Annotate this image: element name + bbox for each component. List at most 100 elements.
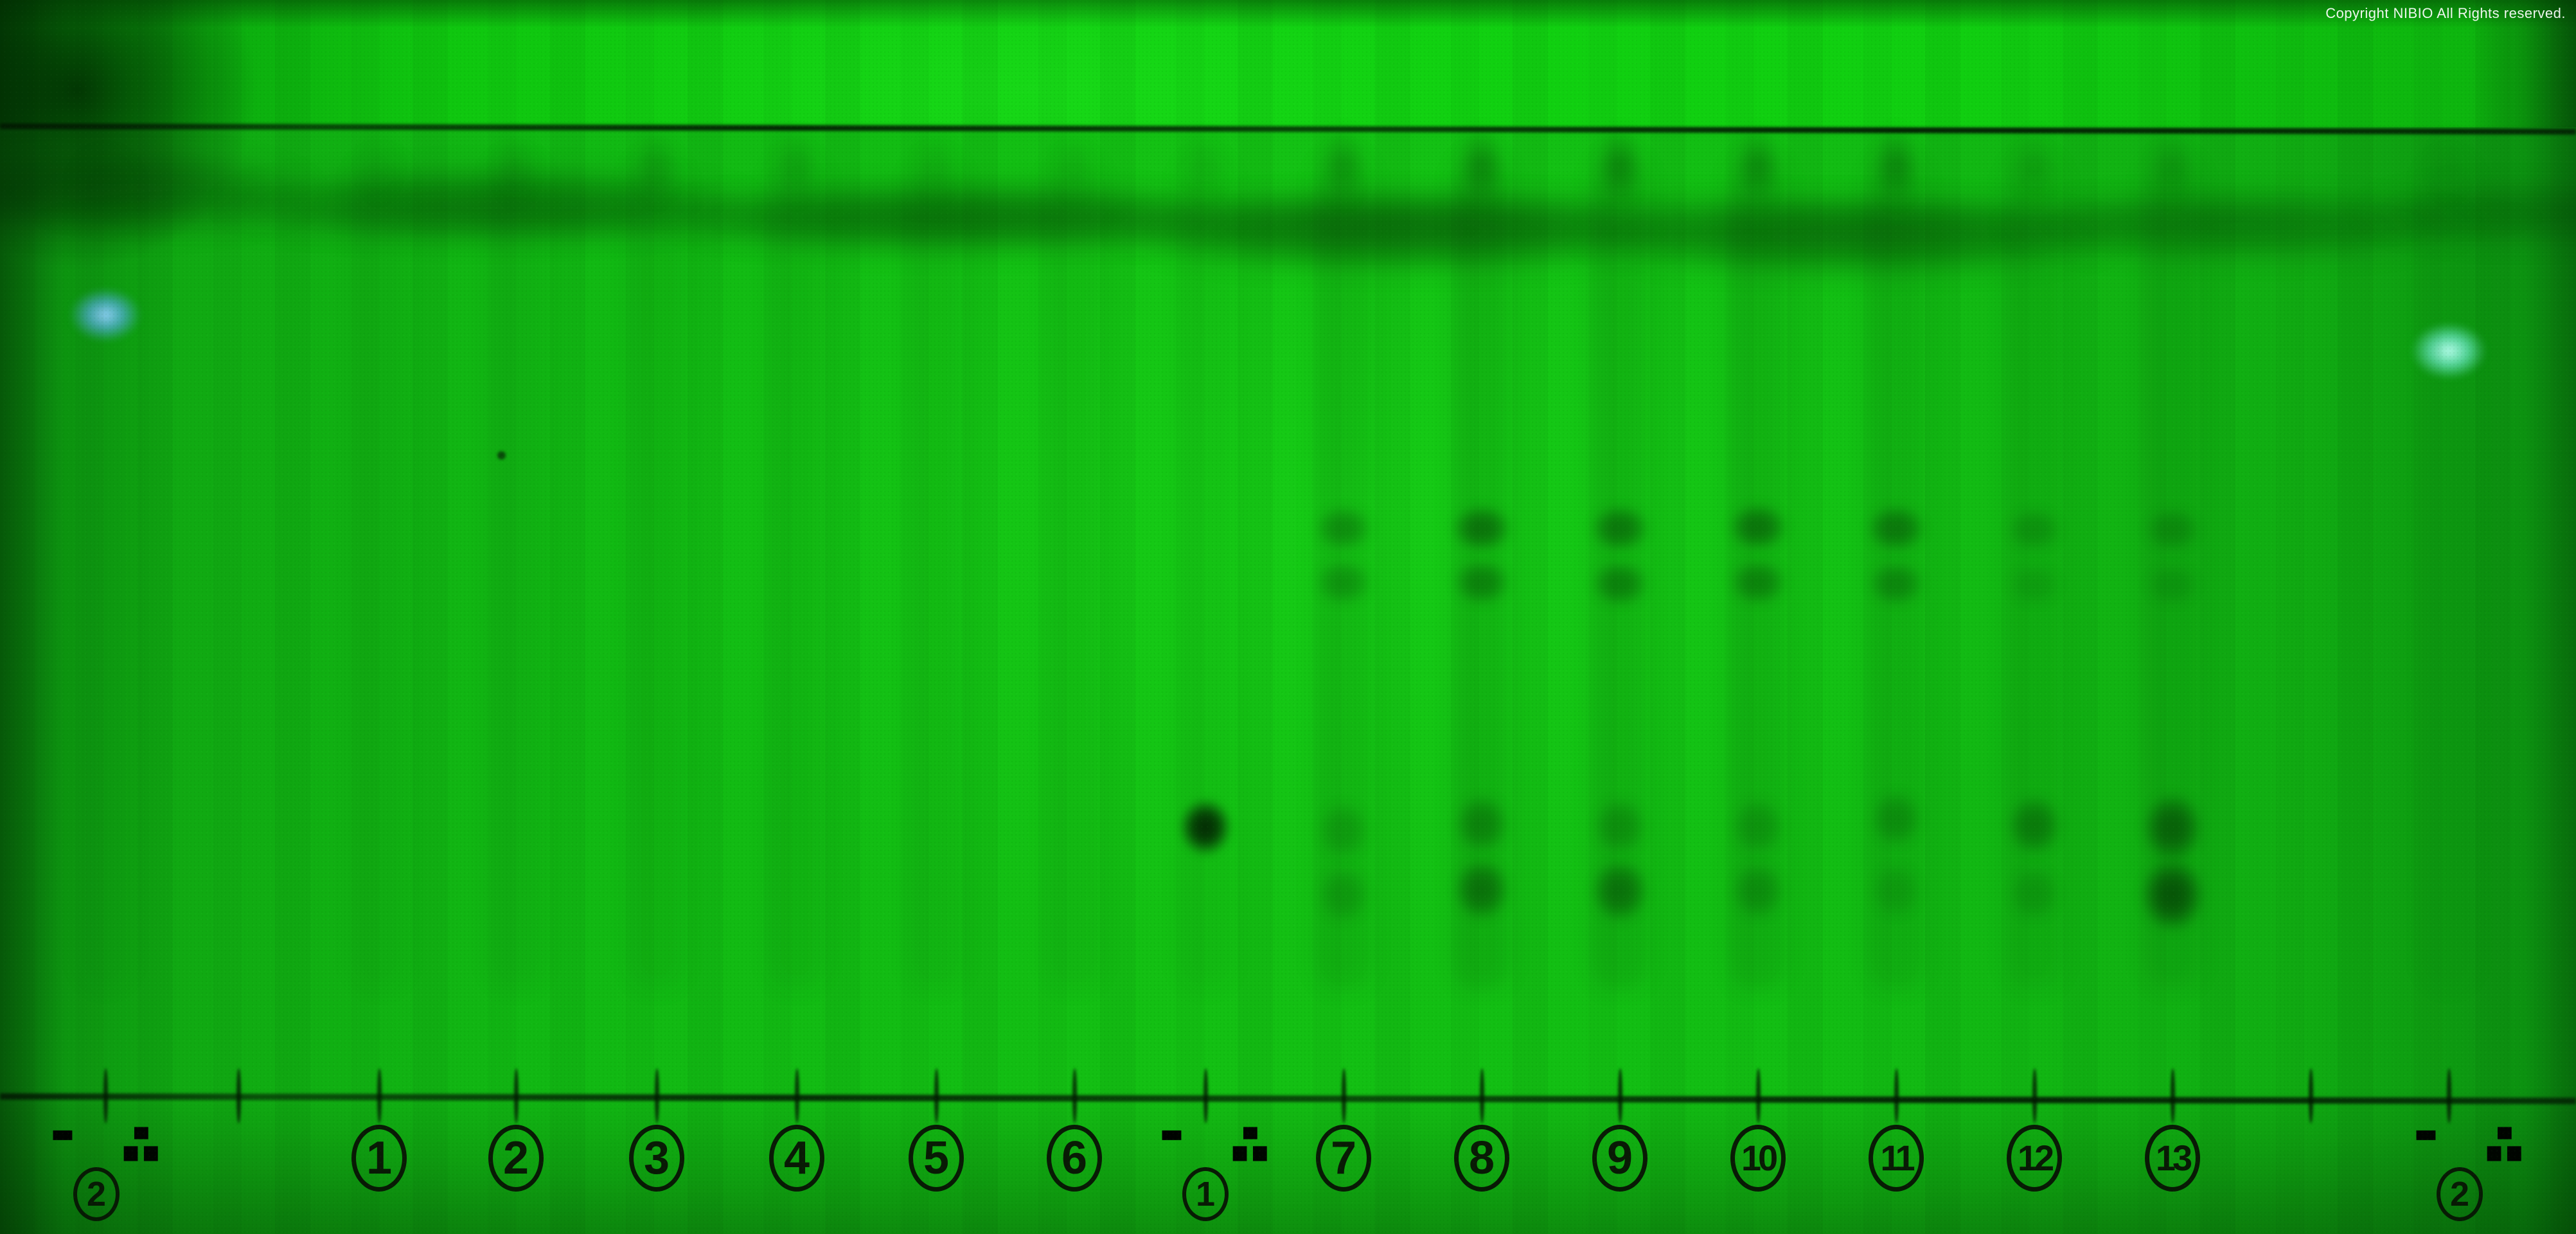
circled-number: 6 <box>1047 1125 1102 1192</box>
circled-number: 10 <box>1730 1125 1786 1192</box>
spot-dark <box>1316 800 1371 861</box>
lane-head-blob <box>1597 124 1643 208</box>
circled-number: 9 <box>1592 1125 1648 1192</box>
lane-number-label: 10 <box>1678 1125 1838 1192</box>
lane-head-blob <box>2011 124 2057 208</box>
lane-head-blob <box>1873 124 1919 208</box>
circled-number: 12 <box>2007 1125 2062 1192</box>
lane-streak <box>1315 154 1372 990</box>
baseline-tick <box>1480 1068 1484 1123</box>
solvent-band-segment <box>0 147 321 239</box>
standard-label: 2 <box>16 1123 177 1221</box>
spot-dark <box>1453 857 1511 922</box>
spot-dark <box>1866 504 1926 553</box>
spot-fluorescent-cyan <box>2411 323 2487 379</box>
spot-origin <box>1178 798 1232 857</box>
solvent-band-segment <box>1568 195 2133 278</box>
spot-dark <box>1452 559 1511 606</box>
spot-dark <box>1867 560 1925 607</box>
baseline-tick <box>795 1068 799 1123</box>
spot-dark <box>2006 562 2063 607</box>
spot-fluorescent-blue <box>69 288 141 342</box>
lane-number-label: 3 <box>576 1125 737 1192</box>
baseline-tick <box>2032 1068 2037 1123</box>
copyright-text: Copyright NIBIO All Rights reserved. <box>2325 5 2566 21</box>
spot-dark <box>1316 864 1371 926</box>
spot-dark <box>1869 789 1923 848</box>
circled-number: 1 <box>1182 1167 1229 1221</box>
baseline-tick <box>1072 1068 1077 1123</box>
baseline-tick <box>934 1068 939 1123</box>
circled-number: 2 <box>73 1167 120 1221</box>
lane-head-blob <box>1459 124 1505 208</box>
spot-dark <box>2144 506 2201 553</box>
spot-dark <box>1730 796 1786 857</box>
spot-dark <box>1728 503 1788 551</box>
lane-number-label: 6 <box>994 1125 1155 1192</box>
spot-dark <box>2140 857 2205 933</box>
circled-number: 2 <box>2437 1167 2483 1221</box>
spot-dark <box>1314 559 1373 606</box>
baseline-tick <box>1204 1068 1208 1123</box>
lane-head-blob <box>1320 124 1367 208</box>
lane-head-blob <box>774 124 820 208</box>
plate-top-strip <box>0 0 2576 127</box>
spot-dark <box>1592 796 1648 857</box>
solvent-band-segment <box>0 189 2575 248</box>
baseline-tick <box>2309 1068 2313 1123</box>
baseline-tick <box>1618 1068 1622 1123</box>
lane-head-blob <box>1051 124 1097 208</box>
baseline-tick <box>655 1068 659 1123</box>
circled-number: 4 <box>769 1125 824 1192</box>
lane-streak <box>1868 154 1924 990</box>
lane-number-label: 5 <box>856 1125 1017 1192</box>
circled-number: 7 <box>1316 1125 1371 1192</box>
baseline-tick <box>514 1068 519 1123</box>
lane-streak <box>351 154 407 990</box>
lane-streak <box>488 154 544 990</box>
baseline-tick <box>377 1068 382 1123</box>
lane-number-label: 8 <box>1401 1125 1562 1192</box>
lane-head-blob <box>1735 124 1781 208</box>
lane-streak <box>2006 154 2063 990</box>
lane-head-blob <box>1182 124 1229 208</box>
standard-label: 2 <box>2379 1123 2540 1221</box>
lane-streak <box>1730 154 1786 990</box>
spot-dark <box>1590 504 1650 553</box>
circled-number: 13 <box>2145 1125 2200 1192</box>
spot-dark <box>1590 858 1649 924</box>
dust-speck <box>497 451 506 460</box>
lane-head-blob <box>634 124 680 208</box>
solvent-band-segment <box>212 165 765 244</box>
lane-number-label: 9 <box>1540 1125 1700 1192</box>
spot-dark <box>1590 560 1649 607</box>
lane-number-label: 12 <box>1954 1125 2115 1192</box>
lane-number-label: 11 <box>1816 1125 1976 1192</box>
lane-head-blob <box>356 124 402 208</box>
lane-head-blob <box>493 124 539 208</box>
lane-number-label: 4 <box>716 1125 877 1192</box>
spot-dark <box>2142 792 2203 864</box>
spot-dark <box>1869 861 1923 920</box>
solvent-band-segment <box>1992 189 2480 264</box>
top-left-shadow <box>0 0 257 270</box>
lane-number-label: 7 <box>1263 1125 1424 1192</box>
lane-streak <box>628 154 685 990</box>
spot-dark <box>1728 559 1788 606</box>
baseline-tick <box>2447 1068 2451 1123</box>
spot-dark <box>1451 504 1513 553</box>
lane-streak <box>1046 154 1103 990</box>
spot-dark <box>2006 794 2063 857</box>
lane-number-label: 2 <box>436 1125 596 1192</box>
baseline-tick <box>236 1068 241 1123</box>
lane-number-label: 1 <box>299 1125 459 1192</box>
spot-dark <box>2005 506 2063 553</box>
lane-streak <box>1592 154 1648 990</box>
circled-number: 8 <box>1454 1125 1509 1192</box>
lane-head-blob <box>2149 124 2196 208</box>
solvent-band-segment <box>1105 189 1696 274</box>
baseline-tick <box>103 1068 108 1123</box>
